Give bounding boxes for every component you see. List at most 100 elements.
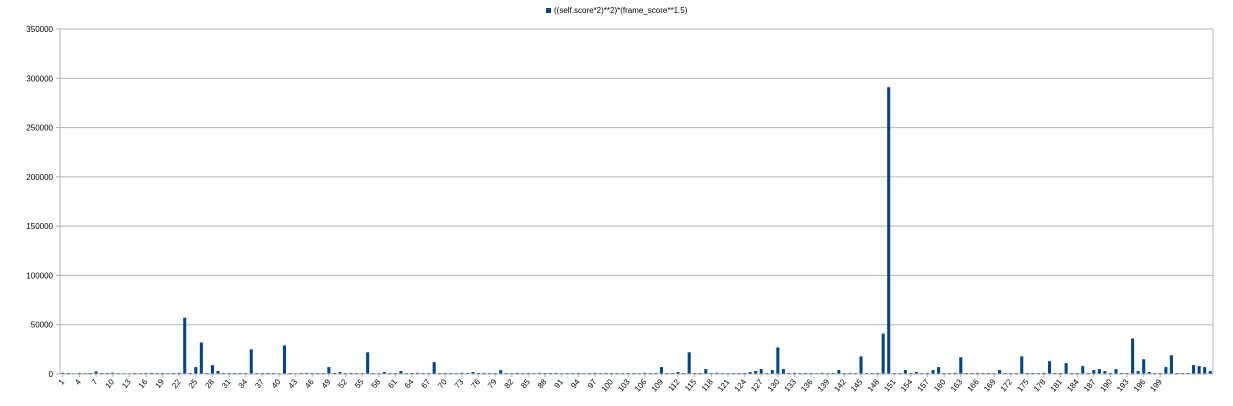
bar — [161, 372, 165, 374]
bar — [366, 352, 370, 374]
bar — [515, 372, 519, 374]
bar — [837, 370, 841, 374]
x-tick-label: 142 — [832, 377, 848, 393]
x-tick-label: 106 — [633, 377, 649, 393]
bar — [1103, 371, 1107, 374]
bar — [349, 372, 353, 374]
bar — [1208, 371, 1212, 374]
bar — [743, 372, 747, 374]
x-tick-label: 82 — [503, 377, 516, 390]
bar — [216, 371, 220, 374]
x-tick-label: 172 — [999, 377, 1015, 393]
bar — [537, 372, 542, 374]
x-tick-label: 10 — [104, 377, 117, 390]
bar — [926, 372, 930, 374]
x-tick-label: 46 — [303, 377, 316, 390]
bar — [770, 370, 774, 374]
bar — [310, 372, 314, 374]
bar — [482, 372, 486, 374]
y-tick-label: 100000 — [26, 271, 53, 280]
x-tick-label: 31 — [220, 377, 233, 390]
x-tick-label: 151 — [882, 377, 898, 393]
x-tick-label: 199 — [1148, 377, 1164, 393]
bar — [953, 372, 957, 374]
x-tick-label: 157 — [916, 377, 932, 393]
legend-swatch — [546, 8, 551, 13]
x-tick-label: 169 — [982, 377, 998, 393]
bar — [210, 365, 214, 374]
x-tick-label: 73 — [453, 377, 466, 390]
x-tick-label: 97 — [586, 377, 599, 390]
bar — [183, 317, 187, 374]
bar — [443, 372, 447, 374]
bar — [593, 372, 597, 374]
bar — [399, 371, 403, 374]
x-tick-label: 178 — [1032, 377, 1048, 393]
x-tick-label: 67 — [420, 377, 433, 390]
x-tick-label: 130 — [766, 377, 782, 393]
x-tick-label: 127 — [749, 377, 765, 393]
x-tick-label: 193 — [1115, 377, 1131, 393]
y-tick-label: 150000 — [26, 222, 53, 231]
legend-label: ((self.score*2)**2)*(frame_score**1.5) — [554, 6, 688, 15]
x-tick-label: 13 — [120, 377, 133, 390]
bar — [881, 333, 885, 374]
x-tick-label: 181 — [1049, 377, 1065, 393]
x-tick-label: 124 — [733, 377, 749, 393]
x-tick-label: 166 — [965, 377, 981, 393]
bar — [1114, 369, 1118, 374]
x-tick-label: 133 — [783, 377, 799, 393]
bar — [554, 372, 558, 374]
bar — [94, 371, 98, 374]
legend: ((self.score*2)**2)*(frame_score**1.5) — [546, 6, 688, 15]
x-tick-label: 49 — [320, 377, 333, 390]
bar — [914, 372, 918, 374]
x-tick-label: 88 — [536, 377, 549, 390]
x-tick-label: 37 — [253, 377, 266, 390]
bar — [460, 372, 464, 374]
bar — [305, 372, 309, 374]
x-tick-label: 34 — [237, 377, 250, 390]
bar — [471, 372, 475, 374]
bar — [804, 372, 808, 374]
bar — [643, 372, 647, 374]
bar — [111, 372, 115, 374]
y-tick-label: 250000 — [26, 124, 53, 133]
bar — [676, 372, 680, 374]
bar — [432, 362, 436, 374]
bar — [820, 372, 824, 374]
bar — [998, 370, 1002, 374]
x-tick-label: 109 — [649, 377, 665, 393]
bar — [199, 342, 203, 374]
x-tick-label: 187 — [1082, 377, 1098, 393]
x-tick-label: 184 — [1065, 377, 1081, 393]
bar — [282, 345, 287, 374]
x-tick-label: 1 — [57, 377, 67, 387]
bar — [576, 372, 580, 374]
x-tick-label: 79 — [486, 377, 499, 390]
bar — [144, 372, 148, 374]
bar — [1064, 363, 1068, 374]
y-tick-label: 300000 — [26, 74, 53, 83]
x-tick-label: 100 — [600, 377, 616, 393]
x-tick-label: 190 — [1098, 377, 1114, 393]
bar — [249, 349, 253, 374]
bar — [715, 372, 719, 374]
bar — [1197, 366, 1201, 374]
bar — [1203, 367, 1207, 374]
bar — [781, 369, 785, 374]
bar — [654, 372, 658, 374]
x-tick-label: 40 — [270, 377, 283, 390]
x-tick-label: 163 — [949, 377, 965, 393]
bar — [759, 369, 763, 374]
x-tick-label: 25 — [187, 377, 200, 390]
bar — [1081, 366, 1085, 374]
x-tick-label: 70 — [436, 377, 449, 390]
bars — [61, 87, 1212, 374]
x-tick-label: 139 — [816, 377, 832, 393]
bar — [233, 372, 237, 374]
bar — [903, 370, 907, 374]
bar — [1097, 369, 1101, 374]
x-tick-label: 43 — [287, 377, 300, 390]
bar — [931, 370, 935, 374]
